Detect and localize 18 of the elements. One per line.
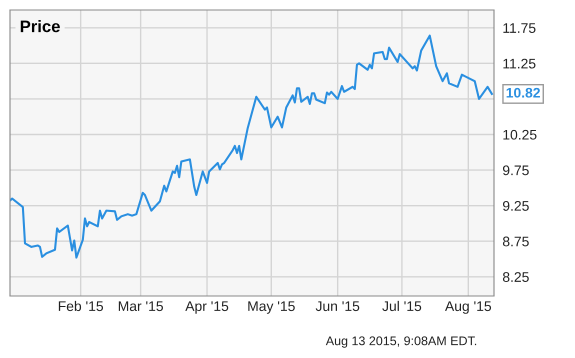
x-tick-label: May '15 bbox=[248, 301, 295, 314]
x-tick-label: Jun '15 bbox=[316, 301, 360, 312]
chart-title: Price bbox=[20, 20, 60, 32]
y-tick-label: 9.25 bbox=[502, 200, 529, 211]
y-tick-label: 11.75 bbox=[503, 23, 536, 33]
x-tick-label: Aug '15 bbox=[444, 301, 492, 314]
x-tick-label: Jul '15 bbox=[382, 300, 422, 312]
x-tick-label: Feb '15 bbox=[58, 300, 104, 312]
y-tick-label: 8.75 bbox=[502, 236, 529, 246]
line-series bbox=[10, 34, 493, 259]
text: Aug 13 2015, 9:08AM EDT. bbox=[326, 336, 476, 348]
y-tick-label: 10.25 bbox=[503, 130, 537, 140]
annotation: 10.82 bbox=[506, 88, 540, 98]
y-tick-label: 8.25 bbox=[502, 272, 529, 282]
y-tick-label: 11.25 bbox=[503, 58, 536, 69]
y-tick-label: 9.75 bbox=[502, 165, 529, 176]
x-tick-label: Mar '15 bbox=[118, 301, 163, 312]
x-tick-label: Apr '15 bbox=[185, 301, 228, 314]
